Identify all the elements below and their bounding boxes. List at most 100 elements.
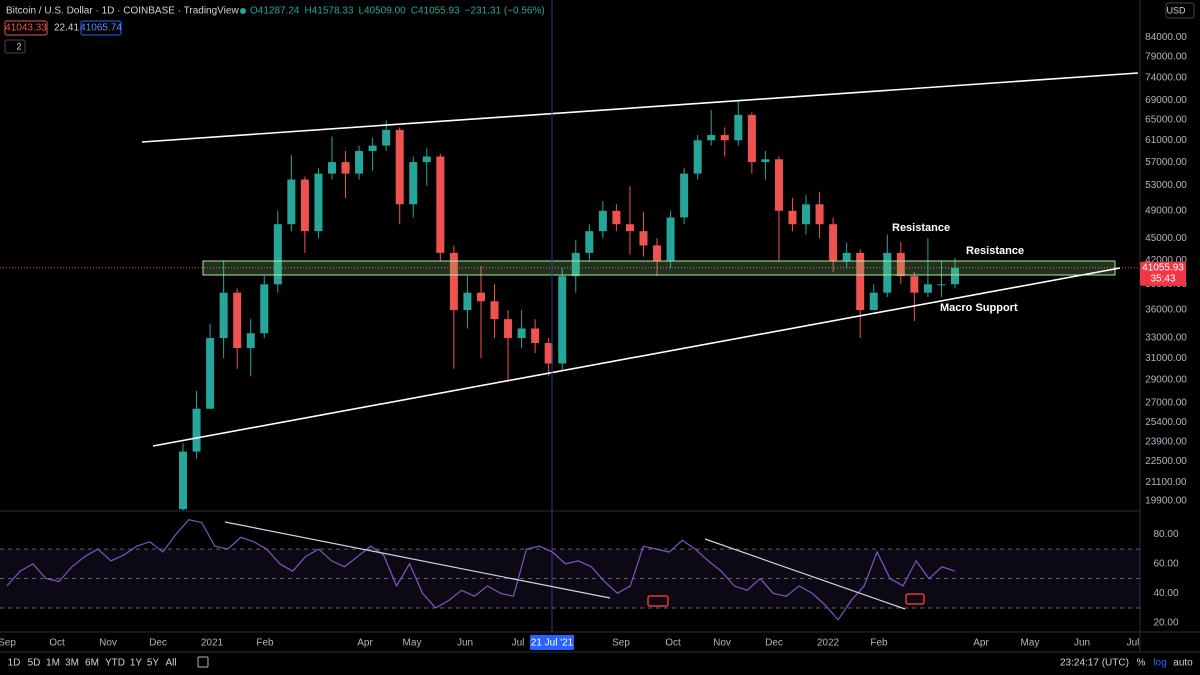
x-tick-label: Jul (512, 638, 525, 649)
rsi-tick-label: 20.00 (1153, 617, 1178, 628)
y-tick-label: 19900.00 (1145, 496, 1187, 507)
candle-body (246, 333, 255, 349)
percent-toggle[interactable]: % (1137, 658, 1146, 669)
last-price-label: 41055.93 (1142, 262, 1184, 273)
candle-body (422, 156, 431, 163)
range-button[interactable]: 5D (28, 658, 41, 669)
y-tick-label: 42000.00 (1145, 255, 1187, 266)
candle-body (382, 129, 391, 146)
currency-select[interactable] (1165, 2, 1195, 19)
lower-trendline (152, 267, 1121, 447)
candle-body (368, 145, 377, 152)
y-tick-label: 84000.00 (1145, 32, 1187, 43)
spread: 22.41 (54, 23, 79, 34)
candle-body (287, 179, 296, 225)
candle-body (625, 224, 634, 232)
candle-body (829, 224, 838, 261)
candle-body (815, 204, 824, 225)
ohlc-value: C41055.93 (411, 6, 460, 17)
candle-body (395, 129, 404, 205)
y-tick-label: 22500.00 (1145, 456, 1187, 467)
y-tick-label: 33000.00 (1145, 333, 1187, 344)
rsi-tick-label: 60.00 (1153, 558, 1178, 569)
crosshair-date-box (530, 635, 574, 650)
candle-body (219, 292, 228, 339)
ohlc-value: O41287.24 (250, 6, 300, 17)
candle-body (653, 245, 662, 261)
candle-body (734, 114, 743, 141)
candle-body (598, 210, 607, 232)
compare-icon[interactable] (197, 656, 209, 668)
range-button[interactable]: 3M (65, 658, 79, 669)
y-tick-label: 49000.00 (1145, 205, 1187, 216)
x-tick-label: Feb (870, 638, 888, 649)
x-tick-label: May (1021, 638, 1040, 649)
candle-body (896, 252, 905, 277)
x-tick-label: Nov (99, 638, 117, 649)
range-button[interactable]: 1D (8, 658, 21, 669)
x-tick-label: 2021 (201, 638, 224, 649)
x-tick-label: May (403, 638, 422, 649)
ask-box[interactable] (80, 20, 122, 36)
divergence-box (905, 593, 925, 605)
candle-body (910, 276, 919, 293)
indicator-count: 2 (16, 41, 21, 51)
y-tick-label: 31000.00 (1145, 353, 1187, 364)
x-tick-label: Oct (49, 638, 65, 649)
last-price-box (1140, 261, 1186, 286)
candle-body (869, 292, 878, 311)
y-tick-label: 23900.00 (1145, 437, 1187, 448)
candle-body (463, 292, 472, 311)
rsi-tick-label: 40.00 (1153, 588, 1178, 599)
x-tick-label: Dec (765, 638, 783, 649)
annotation: Resistance (966, 245, 1024, 257)
ask-price: 41065.74 (80, 23, 122, 34)
x-tick-label: Jun (1074, 638, 1090, 649)
candle-body (585, 231, 594, 253)
divergence-box (647, 595, 669, 607)
auto-toggle[interactable]: auto (1173, 658, 1193, 669)
clock: 23:24:17 (UTC) (1060, 658, 1129, 669)
x-tick-label: Apr (973, 638, 989, 649)
y-tick-label: 53000.00 (1145, 180, 1187, 191)
candle-body (476, 292, 485, 302)
rsi-line (6, 518, 956, 621)
ohlc-value: L40509.00 (358, 6, 406, 17)
ohlc-value: −231.31 (−0.56%) (465, 6, 545, 17)
candle-body (761, 159, 770, 163)
annotation: Resistance (892, 222, 950, 234)
rsi-tick-label: 80.00 (1153, 529, 1178, 540)
bid-box[interactable] (4, 20, 48, 36)
candle-body (341, 162, 350, 174)
annotation: Macro Support (940, 302, 1018, 314)
range-button[interactable]: 5Y (147, 658, 160, 669)
candle-body (883, 252, 892, 293)
range-button[interactable]: 1M (46, 658, 60, 669)
candle-body (720, 135, 729, 141)
x-tick-label: Sep (0, 638, 16, 649)
x-tick-label: Sep (612, 638, 630, 649)
crosshair-date: 21 Jul '21 (531, 638, 574, 649)
indicator-toggle[interactable] (4, 39, 26, 54)
y-tick-label: 36000.00 (1145, 305, 1187, 316)
y-tick-label: 65000.00 (1145, 114, 1187, 125)
candle-body (693, 140, 702, 174)
range-button[interactable]: 6M (85, 658, 99, 669)
range-button[interactable]: 1Y (130, 658, 143, 669)
candle-body (517, 328, 526, 339)
resistance-zone (202, 260, 1116, 276)
candle-body (273, 224, 282, 285)
candle-body (747, 114, 756, 163)
log-toggle[interactable]: log (1153, 658, 1166, 669)
y-tick-label: 29000.00 (1145, 374, 1187, 385)
candle-body (409, 162, 418, 205)
candle-body (680, 173, 689, 218)
status-dot (240, 8, 246, 14)
currency: USD (1166, 5, 1186, 15)
candle-body (666, 217, 675, 261)
range-button[interactable]: All (165, 658, 176, 669)
range-button[interactable]: YTD (105, 658, 125, 669)
y-tick-label: 61000.00 (1145, 135, 1187, 146)
candle-body (436, 156, 445, 253)
